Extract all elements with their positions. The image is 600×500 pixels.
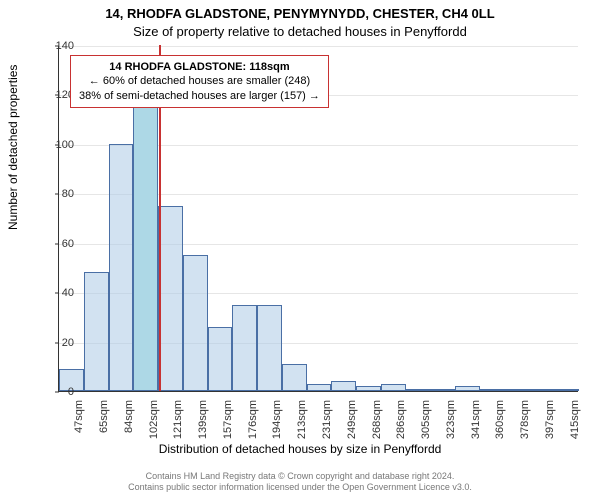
xtick-label: 194sqm: [271, 400, 283, 439]
xtick-label: 139sqm: [197, 400, 209, 439]
ytick-mark: [55, 243, 59, 244]
ytick-label: 140: [56, 40, 74, 52]
histogram-bar: [505, 389, 530, 391]
x-axis-title: Distribution of detached houses by size …: [0, 442, 600, 456]
histogram-bar: [406, 389, 431, 391]
ytick-label: 80: [62, 188, 74, 200]
histogram-bar: [84, 272, 109, 391]
xtick-label: 176sqm: [247, 400, 259, 439]
annotation-box: 14 RHODFA GLADSTONE: 118sqm← 60% of deta…: [70, 55, 329, 108]
annotation-line2: ← 60% of detached houses are smaller (24…: [79, 74, 320, 88]
footer-line2: Contains public sector information licen…: [0, 482, 600, 494]
histogram-bar: [183, 255, 208, 391]
histogram-bar: [529, 389, 554, 391]
xtick-label: 378sqm: [519, 400, 531, 439]
xtick-label: 213sqm: [296, 400, 308, 439]
chart-subtitle: Size of property relative to detached ho…: [0, 24, 600, 39]
ytick-mark: [55, 293, 59, 294]
histogram-bar: [480, 389, 505, 391]
xtick-label: 305sqm: [420, 400, 432, 439]
footer-line1: Contains HM Land Registry data © Crown c…: [0, 471, 600, 483]
ytick-mark: [55, 342, 59, 343]
histogram-bar: [331, 381, 356, 391]
xtick-label: 360sqm: [494, 400, 506, 439]
xtick-label: 121sqm: [172, 400, 184, 439]
xtick-label: 84sqm: [123, 400, 135, 433]
histogram-bar: [554, 389, 579, 391]
histogram-bar: [356, 386, 381, 391]
xtick-label: 415sqm: [569, 400, 581, 439]
ytick-mark: [55, 194, 59, 195]
xtick-label: 397sqm: [544, 400, 556, 439]
histogram-bar: [158, 206, 183, 391]
ytick-label: 0: [68, 386, 74, 398]
annotation-line1: 14 RHODFA GLADSTONE: 118sqm: [79, 60, 320, 74]
xtick-label: 65sqm: [98, 400, 110, 433]
gridline: [59, 46, 578, 47]
xtick-label: 47sqm: [73, 400, 85, 433]
xtick-label: 341sqm: [470, 400, 482, 439]
xtick-label: 249sqm: [346, 400, 358, 439]
histogram-bar: [133, 75, 158, 391]
chart-container: 14, RHODFA GLADSTONE, PENYMYNYDD, CHESTE…: [0, 0, 600, 500]
footer-attribution: Contains HM Land Registry data © Crown c…: [0, 471, 600, 494]
xtick-label: 286sqm: [395, 400, 407, 439]
histogram-bar: [109, 144, 134, 391]
histogram-bar: [381, 384, 406, 391]
ytick-label: 60: [62, 238, 74, 250]
chart-title-address: 14, RHODFA GLADSTONE, PENYMYNYDD, CHESTE…: [0, 6, 600, 21]
ytick-label: 100: [56, 139, 74, 151]
histogram-bar: [232, 305, 257, 392]
ytick-label: 40: [62, 287, 74, 299]
xtick-label: 102sqm: [148, 400, 160, 439]
y-axis-label: Number of detached properties: [6, 65, 20, 230]
xtick-label: 323sqm: [445, 400, 457, 439]
histogram-bar: [307, 384, 332, 391]
xtick-label: 157sqm: [222, 400, 234, 439]
histogram-bar: [455, 386, 480, 391]
xtick-label: 231sqm: [321, 400, 333, 439]
histogram-bar: [430, 389, 455, 391]
histogram-bar: [208, 327, 233, 391]
annotation-line3: 38% of semi-detached houses are larger (…: [79, 89, 320, 103]
histogram-bar: [257, 305, 282, 392]
histogram-bar: [282, 364, 307, 391]
xtick-label: 268sqm: [371, 400, 383, 439]
ytick-label: 20: [62, 337, 74, 349]
ytick-mark: [55, 392, 59, 393]
